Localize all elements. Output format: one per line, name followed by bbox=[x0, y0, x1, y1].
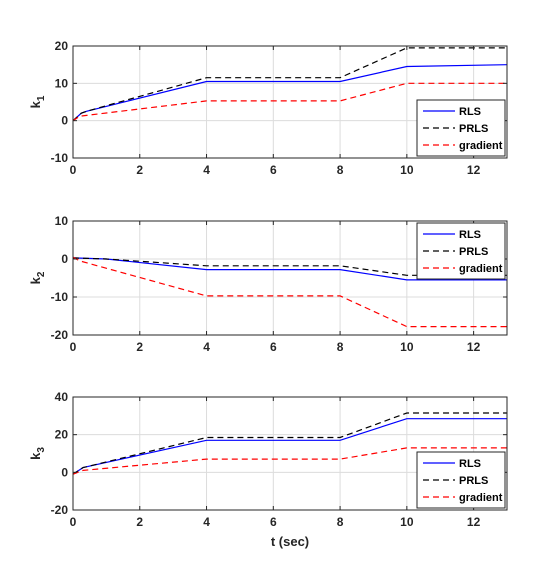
x-tick-label: 8 bbox=[337, 515, 344, 529]
legend-box bbox=[416, 222, 506, 280]
x-tick-label: 10 bbox=[400, 163, 414, 177]
x-axis-label: t (sec) bbox=[271, 534, 309, 549]
legend-box bbox=[416, 99, 506, 157]
x-tick-label: 6 bbox=[270, 163, 277, 177]
series-line-gradient bbox=[73, 447, 507, 475]
x-tick-label: 0 bbox=[70, 163, 77, 177]
legend: RLS PRLS gradient bbox=[416, 99, 506, 157]
series-line-prls bbox=[73, 412, 507, 475]
series-line-gradient bbox=[73, 82, 507, 122]
axes-frame bbox=[72, 220, 508, 336]
y-tick-label: 10 bbox=[55, 214, 69, 228]
x-tick-label: 6 bbox=[270, 340, 277, 354]
series-group bbox=[73, 412, 507, 475]
legend-label-rls: RLS bbox=[459, 458, 481, 470]
y-tick-label: 0 bbox=[61, 465, 68, 479]
x-tick-label: 0 bbox=[70, 515, 77, 529]
series-group bbox=[73, 47, 507, 122]
legend: RLS PRLS gradient bbox=[416, 451, 506, 509]
x-tick-label: 4 bbox=[203, 340, 210, 354]
series-line-prls bbox=[73, 47, 507, 122]
x-tick-label: 12 bbox=[467, 163, 481, 177]
y-tick-label: 20 bbox=[55, 39, 69, 53]
x-tick-label: 10 bbox=[400, 515, 414, 529]
x-tick-label: 2 bbox=[136, 515, 143, 529]
y-tick-label: 10 bbox=[55, 76, 69, 90]
series-line-gradient bbox=[73, 256, 507, 328]
y-tick-label: 40 bbox=[55, 390, 69, 404]
legend-label-gradient: gradient bbox=[459, 263, 503, 275]
axes-frame bbox=[72, 45, 508, 159]
x-tick-label: 6 bbox=[270, 515, 277, 529]
x-tick-label: 0 bbox=[70, 340, 77, 354]
y-tick-label: -10 bbox=[51, 151, 69, 165]
x-tick-label: 8 bbox=[337, 163, 344, 177]
axes-frame bbox=[72, 396, 508, 511]
y-axis-label: k3 bbox=[28, 447, 47, 460]
x-tick-label: 4 bbox=[203, 163, 210, 177]
chart-panel-2: 0 2 4 6 8 10 12 -20 -10 0 10 k2 RLS PRLS gradient bbox=[28, 214, 508, 354]
y-tick-label: 20 bbox=[55, 428, 69, 442]
x-tick-label: 2 bbox=[136, 163, 143, 177]
legend-label-gradient: gradient bbox=[459, 492, 503, 504]
series-line-rls bbox=[73, 257, 507, 281]
series-line-rls bbox=[73, 418, 507, 475]
x-tick-label: 12 bbox=[467, 340, 481, 354]
x-tick-label: 8 bbox=[337, 340, 344, 354]
y-tick-label: -20 bbox=[51, 503, 69, 517]
legend-label-rls: RLS bbox=[459, 106, 481, 118]
legend-label-prls: PRLS bbox=[459, 475, 488, 487]
legend-label-prls: PRLS bbox=[459, 123, 488, 135]
legend-label-prls: PRLS bbox=[459, 246, 488, 258]
legend-label-gradient: gradient bbox=[459, 140, 503, 152]
x-tick-label: 4 bbox=[203, 515, 210, 529]
legend: RLS PRLS gradient bbox=[416, 222, 506, 280]
x-tick-label: 10 bbox=[400, 340, 414, 354]
x-tick-label: 12 bbox=[467, 515, 481, 529]
y-axis-label: k2 bbox=[28, 271, 47, 284]
legend-box bbox=[416, 451, 506, 509]
y-axis-label: k1 bbox=[28, 95, 47, 108]
x-tick-label: 2 bbox=[136, 340, 143, 354]
y-tick-label: -10 bbox=[51, 290, 69, 304]
legend-label-rls: RLS bbox=[459, 229, 481, 241]
y-tick-label: -20 bbox=[51, 328, 69, 342]
y-tick-label: 0 bbox=[61, 114, 68, 128]
y-tick-label: 0 bbox=[61, 252, 68, 266]
